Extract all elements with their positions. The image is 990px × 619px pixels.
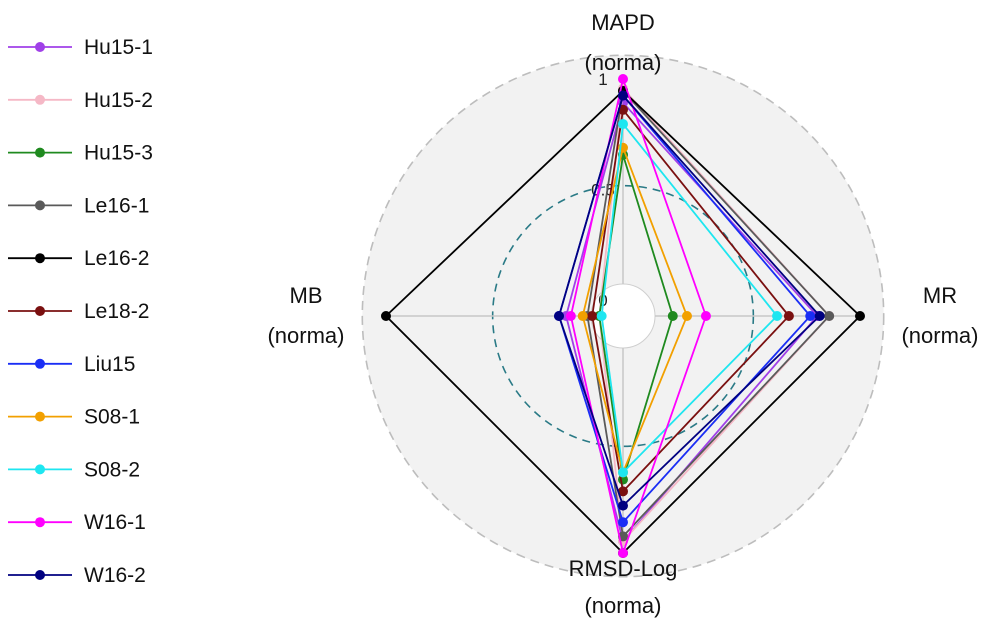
legend-item: Hu15-2: [8, 89, 153, 112]
legend-item: Le16-1: [8, 194, 149, 217]
legend-item: S08-2: [8, 458, 140, 481]
legend-label: Hu15-1: [84, 36, 153, 59]
legend-swatch-marker: [35, 94, 45, 105]
data-point-w16-1-mr: [700, 311, 711, 321]
data-point-le18-2-rmsd-log: [618, 486, 628, 497]
data-point-w16-2-mr: [814, 311, 825, 321]
axis-unit-mr: (norma): [901, 323, 978, 348]
legend: Hu15-1 Hu15-2 Hu15-3 Le16-1 Le16-2 Le18-2 Liu1…: [8, 36, 153, 587]
data-point-s08-2-mb: [596, 311, 607, 321]
axis-label-mb: MB: [290, 283, 323, 308]
legend-label: Le16-2: [84, 247, 149, 270]
data-point-le16-2-mb: [381, 311, 391, 321]
axis-unit-mb: (norma): [267, 323, 344, 348]
legend-swatch-marker: [35, 42, 45, 52]
legend-label: W16-2: [84, 564, 146, 587]
legend-item: Hu15-1: [8, 36, 153, 59]
axis-unit-mapd: (norma): [584, 50, 661, 75]
data-point-s08-2-rmsd-log: [618, 467, 628, 478]
data-point-liu15-rmsd-log: [618, 517, 628, 528]
legend-swatch-marker: [35, 358, 45, 369]
legend-item: Le18-2: [8, 300, 149, 323]
data-point-le18-2-mr: [783, 311, 794, 321]
axis-unit-rmsd-log: (norma): [584, 593, 661, 618]
legend-item: Liu15: [8, 353, 135, 376]
data-point-w16-2-mb: [554, 311, 565, 321]
data-point-w16-2-rmsd-log: [618, 500, 628, 511]
data-point-le16-2-mr: [855, 311, 865, 321]
legend-swatch-marker: [35, 517, 45, 528]
legend-label: Le18-2: [84, 300, 149, 323]
legend-item: W16-2: [8, 564, 146, 587]
legend-swatch-marker: [35, 464, 45, 475]
data-point-s08-2-mapd: [618, 119, 628, 130]
axis-labels: MAPD (norma) MR (norma) RMSD-Log (norma) MB (no…: [267, 10, 978, 618]
legend-label: Hu15-2: [84, 89, 153, 112]
legend-swatch-marker: [35, 253, 45, 264]
legend-swatch-marker: [35, 306, 45, 316]
tick-label: 1: [598, 70, 607, 89]
data-point-le18-2-mb: [587, 311, 598, 321]
legend-swatch-marker: [35, 200, 45, 211]
legend-item: S08-1: [8, 406, 140, 429]
axis-label-mapd: MAPD: [591, 10, 655, 35]
data-point-hu15-3-mr: [667, 311, 678, 321]
legend-swatch-marker: [35, 411, 45, 422]
outer-reference-circle: [361, 54, 885, 578]
legend-swatch-marker: [35, 570, 45, 580]
legend-label: Hu15-3: [84, 142, 153, 165]
legend-label: S08-1: [84, 406, 140, 429]
data-point-w16-1-rmsd-log: [618, 548, 628, 558]
plot-area: 00.51 MAPD(norma)MR(norma)RMSD-Log(norma…: [267, 10, 978, 618]
legend-label: Liu15: [84, 353, 135, 376]
legend-item: W16-1: [8, 511, 146, 534]
data-point-w16-1-mapd: [618, 74, 628, 84]
legend-label: Le16-1: [84, 194, 149, 217]
legend-label: S08-2: [84, 458, 140, 481]
data-point-s08-1-mb: [577, 311, 588, 321]
legend-item: Hu15-3: [8, 142, 153, 165]
data-point-s08-2-mr: [772, 311, 783, 321]
axis-label-rmsd-log: RMSD-Log: [569, 556, 678, 581]
legend-label: W16-1: [84, 511, 146, 534]
legend-swatch-marker: [35, 147, 45, 158]
series-group: [381, 74, 865, 558]
legend-item: Le16-2: [8, 247, 149, 270]
data-point-le16-1-mr: [824, 311, 835, 321]
data-point-w16-2-mapd: [618, 90, 628, 101]
data-point-s08-1-mr: [681, 311, 692, 321]
data-point-w16-1-mb: [565, 311, 576, 321]
data-point-liu15-mr: [805, 311, 816, 321]
axis-label-mr: MR: [923, 283, 957, 308]
